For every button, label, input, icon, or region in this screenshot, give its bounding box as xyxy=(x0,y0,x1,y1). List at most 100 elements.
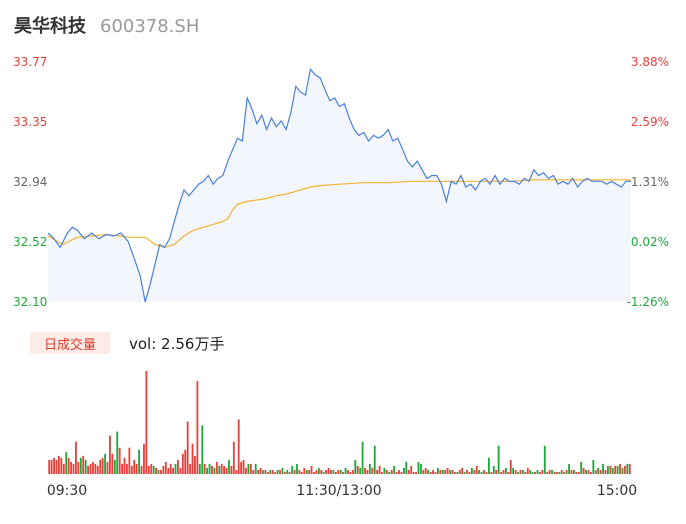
time-tick-label: 15:00 xyxy=(597,483,637,499)
volume-readout: vol: 2.56万手 xyxy=(129,333,224,354)
volume-bar xyxy=(538,472,541,474)
volume-bar xyxy=(169,463,172,474)
volume-bar xyxy=(619,463,621,474)
volume-bar xyxy=(628,463,631,474)
volume-bar xyxy=(502,470,505,474)
volume-bar xyxy=(536,470,539,474)
volume-bar xyxy=(266,472,269,474)
volume-bar xyxy=(123,457,126,474)
volume-bar xyxy=(128,447,131,474)
volume-bar xyxy=(385,470,388,474)
stock-code: 600378.SH xyxy=(100,16,200,37)
volume-bar xyxy=(145,371,148,474)
volume-bar xyxy=(62,463,65,474)
volume-bar xyxy=(152,465,155,474)
volume-bar xyxy=(138,449,141,474)
price-tick-label: 33.35 xyxy=(13,115,47,129)
volume-prefix: vol: xyxy=(129,335,162,353)
volume-bar xyxy=(415,472,417,474)
volume-bar xyxy=(490,472,493,474)
volume-bar xyxy=(419,463,422,474)
volume-bar xyxy=(242,459,245,474)
volume-bar xyxy=(194,455,196,474)
volume-bar xyxy=(113,459,116,474)
volume-bar xyxy=(225,467,228,474)
volume-bar xyxy=(133,459,136,474)
volume-bar xyxy=(164,461,167,474)
volume-bar xyxy=(342,472,345,474)
volume-bar xyxy=(325,470,328,474)
volume-bar xyxy=(587,470,590,474)
volume-bar xyxy=(247,463,250,474)
volume-bar xyxy=(230,465,233,474)
volume-bar xyxy=(427,470,430,474)
volume-bar xyxy=(614,465,617,474)
volume-bar xyxy=(366,470,369,474)
volume-bar xyxy=(155,467,158,474)
volume-bar xyxy=(55,459,58,474)
volume-bar xyxy=(208,463,211,474)
volume-bar xyxy=(500,472,502,474)
volume-bar xyxy=(451,470,454,474)
volume-bar xyxy=(456,472,459,474)
volume-bar xyxy=(228,459,230,474)
volume-bar xyxy=(259,467,262,474)
volume-bar xyxy=(67,457,70,474)
volume-bar xyxy=(262,470,264,474)
volume-bar xyxy=(84,459,87,474)
volume-bar xyxy=(330,470,332,474)
volume-bar xyxy=(65,451,68,474)
volume-bar xyxy=(519,470,522,474)
volume-bar xyxy=(432,470,434,474)
volume-bar xyxy=(186,421,189,474)
volume-bar xyxy=(245,467,247,474)
volume-bar xyxy=(322,472,325,474)
volume-bar xyxy=(351,470,354,474)
volume-bar xyxy=(478,470,481,474)
volume-bar xyxy=(485,472,488,474)
volume-bar xyxy=(466,470,468,474)
volume-bar xyxy=(135,463,138,474)
volume-bar xyxy=(570,470,573,474)
volume-bar xyxy=(184,449,187,474)
volume-bar xyxy=(206,467,209,474)
volume-bar xyxy=(468,472,471,474)
volume-bar xyxy=(121,463,123,474)
volume-bar xyxy=(526,467,529,474)
volume-bar xyxy=(130,465,133,474)
volume-bar xyxy=(337,470,340,474)
volume-bar xyxy=(429,472,432,474)
volume-bar xyxy=(541,470,544,474)
volume-bar xyxy=(592,459,595,474)
volume-bar xyxy=(310,465,313,474)
volume-bar xyxy=(89,463,92,474)
volume-bar xyxy=(495,470,498,474)
volume-bar xyxy=(320,470,323,474)
volume-bar xyxy=(317,467,320,474)
volume-bar xyxy=(211,465,213,474)
volume-bar xyxy=(609,465,612,474)
volume-bar xyxy=(509,459,512,474)
volume-bar xyxy=(72,463,75,474)
volume-bar xyxy=(521,470,524,474)
volume-bar xyxy=(223,465,226,474)
volume-bar xyxy=(405,461,408,474)
volume-bar xyxy=(274,472,277,474)
volume-bar xyxy=(179,467,182,474)
volume-bar xyxy=(410,465,413,474)
volume-bar xyxy=(303,467,306,474)
volume-bar xyxy=(257,470,260,474)
volume-bar xyxy=(157,470,160,474)
volume-bar xyxy=(167,467,170,474)
volume-bar xyxy=(300,472,303,474)
volume-bar xyxy=(487,457,490,474)
price-line xyxy=(47,67,631,303)
volume-bar xyxy=(563,472,566,474)
volume-bar xyxy=(288,472,291,474)
volume-bar xyxy=(286,470,289,474)
volume-bar xyxy=(412,472,415,474)
volume-bar xyxy=(512,467,515,474)
volume-bar xyxy=(604,470,607,474)
pct-tick-label: -1.26% xyxy=(627,295,669,309)
volume-bar xyxy=(582,467,585,474)
